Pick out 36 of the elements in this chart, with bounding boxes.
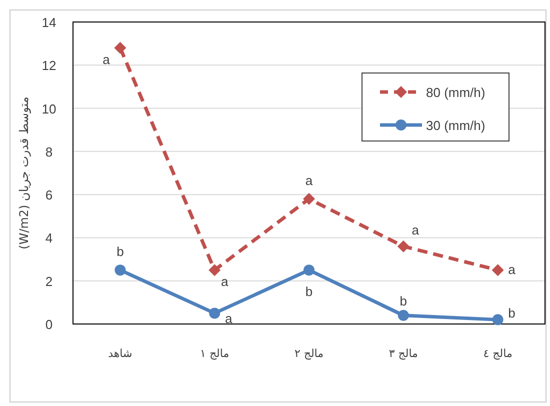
y-tick-label: 8 (45, 144, 53, 160)
y-tick-label: 12 (42, 58, 56, 74)
annotation: b (116, 244, 124, 260)
x-tick-label: مالج ۱ (200, 347, 230, 360)
point (492, 314, 504, 326)
x-tick-label: شاهد (108, 347, 132, 360)
annotation: a (102, 52, 111, 67)
annotation: b (400, 293, 408, 308)
annotation: a (224, 311, 233, 326)
annotation: a (508, 262, 516, 278)
point (209, 308, 220, 319)
point (398, 310, 409, 321)
y-tick-label: 14 (42, 15, 56, 30)
point (303, 192, 315, 205)
y-axis-title: متوسط قدرت جریان (W/m2) (17, 96, 31, 250)
point (114, 264, 126, 276)
y-tick-label: 6 (45, 188, 53, 203)
annotation: a (412, 222, 420, 238)
point (492, 264, 504, 276)
y-tick-label: 2 (45, 274, 53, 289)
point (304, 264, 314, 276)
legend-label: 80 (mm/h) (426, 85, 486, 100)
annotation: a (305, 172, 314, 188)
x-tick-label: مالج ٤ (483, 347, 512, 360)
point (208, 264, 221, 276)
y-tick-label: 10 (42, 101, 56, 116)
point (397, 240, 410, 252)
annotation: b (508, 306, 516, 321)
y-tick-label: 0 (45, 317, 53, 332)
x-tick-label: مالج ۲ (294, 347, 324, 360)
y-tick-label: 4 (45, 230, 53, 246)
legend-label: 30 (mm/h) (426, 118, 486, 133)
annotation: a (220, 274, 229, 290)
x-tick-label: مالج ۳ (388, 347, 418, 360)
annotation: b (305, 284, 313, 300)
point (114, 42, 126, 54)
